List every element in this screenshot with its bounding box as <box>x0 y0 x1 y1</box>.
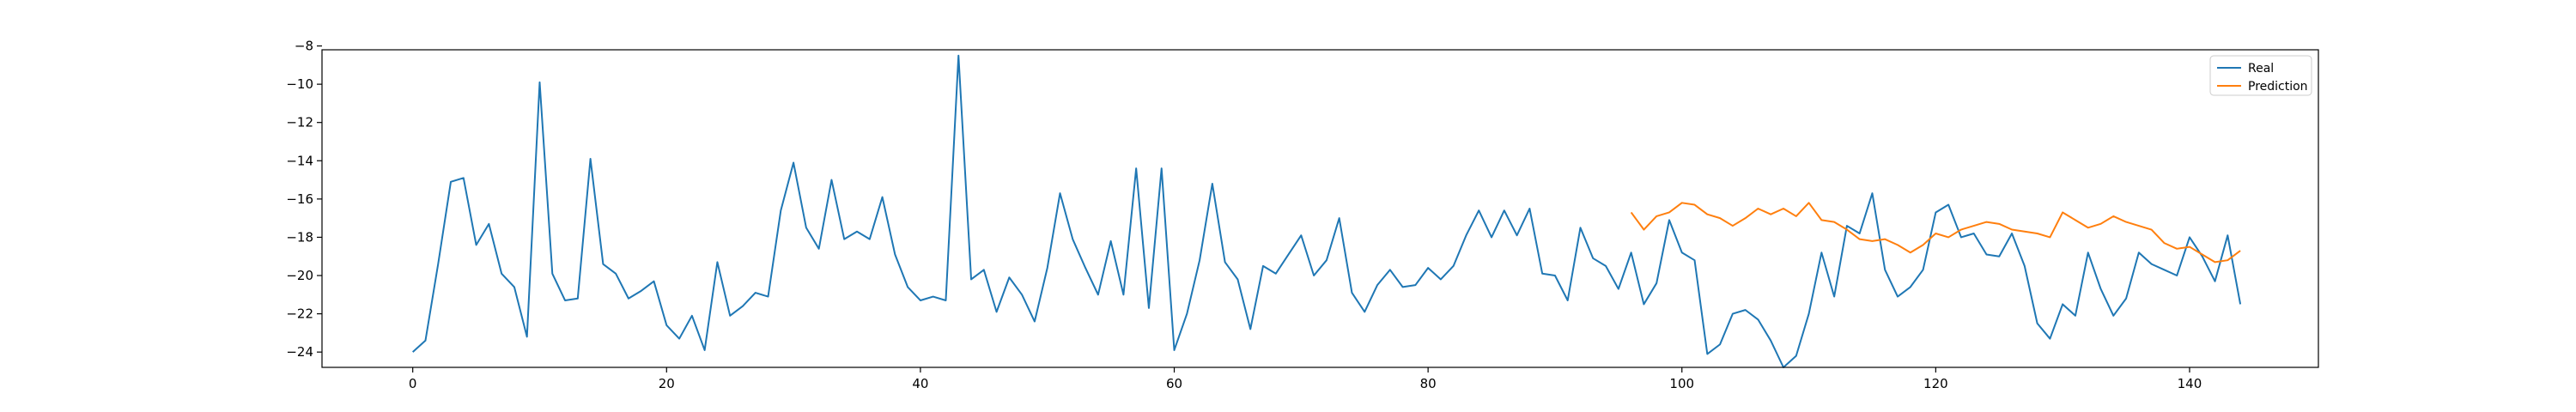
x-tick-label: 140 <box>2178 376 2202 391</box>
y-tick-label: −20 <box>286 268 313 283</box>
y-axis: −24 −22 −20 −18 −16 −14 −12 −10 −8 <box>286 39 322 360</box>
y-tick-label: −10 <box>286 76 313 92</box>
x-tick-label: 120 <box>1923 376 1948 391</box>
y-tick-label: −12 <box>286 115 313 130</box>
plot-frame <box>321 49 2319 368</box>
legend-label-real: Real <box>2248 62 2274 76</box>
x-tick-label: 60 <box>1166 376 1182 391</box>
x-tick-label: 80 <box>1420 376 1437 391</box>
y-tick-label: −24 <box>286 344 313 360</box>
series-line-real <box>412 54 2242 368</box>
series-layer <box>412 54 2242 368</box>
y-tick-label: −22 <box>286 306 313 322</box>
y-tick-label: −14 <box>286 153 313 168</box>
y-tick-label: −16 <box>286 191 313 207</box>
y-tick-label: −8 <box>295 39 313 54</box>
series-line-prediction <box>1630 202 2241 264</box>
y-tick-label: −18 <box>286 229 313 245</box>
plot-area <box>321 49 2319 368</box>
x-tick-label: 0 <box>409 376 417 391</box>
x-tick-label: 100 <box>1669 376 1694 391</box>
x-axis: 0 20 40 60 80 100 120 140 <box>409 367 2202 391</box>
legend-label-prediction: Prediction <box>2248 80 2308 94</box>
x-tick-label: 40 <box>912 376 928 391</box>
x-tick-label: 20 <box>659 376 675 391</box>
legend: Real Prediction <box>2209 55 2312 96</box>
